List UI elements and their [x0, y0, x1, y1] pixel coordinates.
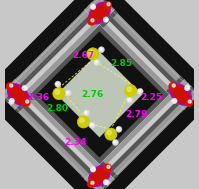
Ellipse shape: [11, 86, 25, 103]
Circle shape: [116, 126, 122, 132]
Polygon shape: [71, 0, 199, 122]
Circle shape: [95, 61, 97, 63]
Circle shape: [128, 98, 130, 101]
Circle shape: [87, 17, 96, 25]
Circle shape: [89, 122, 95, 128]
Polygon shape: [94, 89, 199, 189]
Text: 2.34: 2.34: [64, 138, 86, 147]
Circle shape: [80, 118, 84, 123]
Circle shape: [112, 139, 118, 146]
Circle shape: [26, 100, 29, 103]
Circle shape: [169, 82, 177, 91]
Polygon shape: [91, 86, 196, 189]
Text: 2.79: 2.79: [125, 110, 147, 119]
Polygon shape: [94, 0, 199, 100]
Circle shape: [10, 84, 13, 87]
Circle shape: [185, 98, 193, 107]
Circle shape: [22, 85, 27, 91]
Polygon shape: [91, 0, 196, 103]
Text: 2.85: 2.85: [110, 59, 132, 68]
Circle shape: [89, 50, 94, 55]
Circle shape: [117, 128, 120, 130]
Text: 2.80: 2.80: [46, 104, 68, 113]
Circle shape: [85, 111, 87, 114]
Polygon shape: [71, 67, 199, 189]
Circle shape: [91, 19, 94, 22]
Circle shape: [84, 110, 90, 116]
Polygon shape: [81, 8, 186, 113]
Polygon shape: [13, 8, 118, 113]
Circle shape: [55, 90, 60, 94]
Ellipse shape: [172, 87, 189, 102]
Circle shape: [94, 60, 100, 66]
Circle shape: [87, 180, 96, 188]
Circle shape: [127, 97, 133, 103]
Ellipse shape: [92, 5, 107, 22]
Circle shape: [91, 181, 94, 184]
Circle shape: [125, 85, 137, 97]
Ellipse shape: [91, 169, 108, 183]
Circle shape: [90, 4, 96, 10]
Polygon shape: [81, 76, 186, 181]
Circle shape: [103, 179, 109, 185]
Circle shape: [77, 116, 90, 128]
Circle shape: [105, 128, 117, 140]
Polygon shape: [88, 2, 192, 106]
Circle shape: [103, 164, 112, 172]
Polygon shape: [26, 21, 173, 168]
Circle shape: [67, 91, 69, 94]
Circle shape: [172, 84, 175, 87]
Polygon shape: [0, 0, 128, 122]
Circle shape: [100, 48, 102, 50]
Ellipse shape: [92, 167, 107, 184]
Circle shape: [139, 90, 141, 92]
Circle shape: [127, 87, 132, 91]
Text: 2.25: 2.25: [140, 93, 163, 102]
Ellipse shape: [89, 165, 110, 186]
Circle shape: [53, 88, 65, 100]
Text: 2.67: 2.67: [72, 51, 95, 60]
Ellipse shape: [8, 84, 29, 105]
Circle shape: [56, 82, 59, 85]
Circle shape: [98, 47, 104, 53]
Circle shape: [184, 85, 190, 91]
Polygon shape: [10, 5, 115, 110]
Circle shape: [6, 82, 14, 91]
Circle shape: [103, 1, 112, 9]
Ellipse shape: [10, 87, 27, 102]
Circle shape: [22, 98, 30, 107]
Ellipse shape: [91, 6, 108, 20]
Circle shape: [188, 100, 191, 103]
Ellipse shape: [89, 3, 110, 24]
Circle shape: [107, 3, 110, 6]
Polygon shape: [3, 0, 108, 103]
Polygon shape: [10, 79, 115, 184]
Polygon shape: [7, 2, 111, 106]
Polygon shape: [84, 79, 189, 184]
Polygon shape: [7, 83, 111, 187]
Ellipse shape: [174, 86, 188, 103]
Circle shape: [103, 17, 109, 22]
Polygon shape: [0, 0, 105, 100]
Ellipse shape: [170, 84, 191, 105]
Polygon shape: [0, 89, 105, 189]
Circle shape: [65, 90, 71, 96]
Circle shape: [172, 98, 177, 104]
Text: 2.36: 2.36: [27, 93, 49, 102]
Text: 2.76: 2.76: [81, 90, 103, 99]
Circle shape: [87, 48, 99, 60]
Polygon shape: [88, 83, 192, 187]
Polygon shape: [0, 67, 128, 189]
Circle shape: [55, 81, 61, 87]
Circle shape: [137, 88, 143, 94]
Circle shape: [90, 167, 96, 172]
Circle shape: [9, 98, 15, 104]
Polygon shape: [13, 76, 118, 181]
Polygon shape: [84, 5, 189, 110]
Circle shape: [107, 165, 110, 168]
Circle shape: [114, 141, 116, 143]
Circle shape: [91, 124, 93, 126]
Polygon shape: [3, 86, 108, 189]
Circle shape: [107, 130, 112, 135]
